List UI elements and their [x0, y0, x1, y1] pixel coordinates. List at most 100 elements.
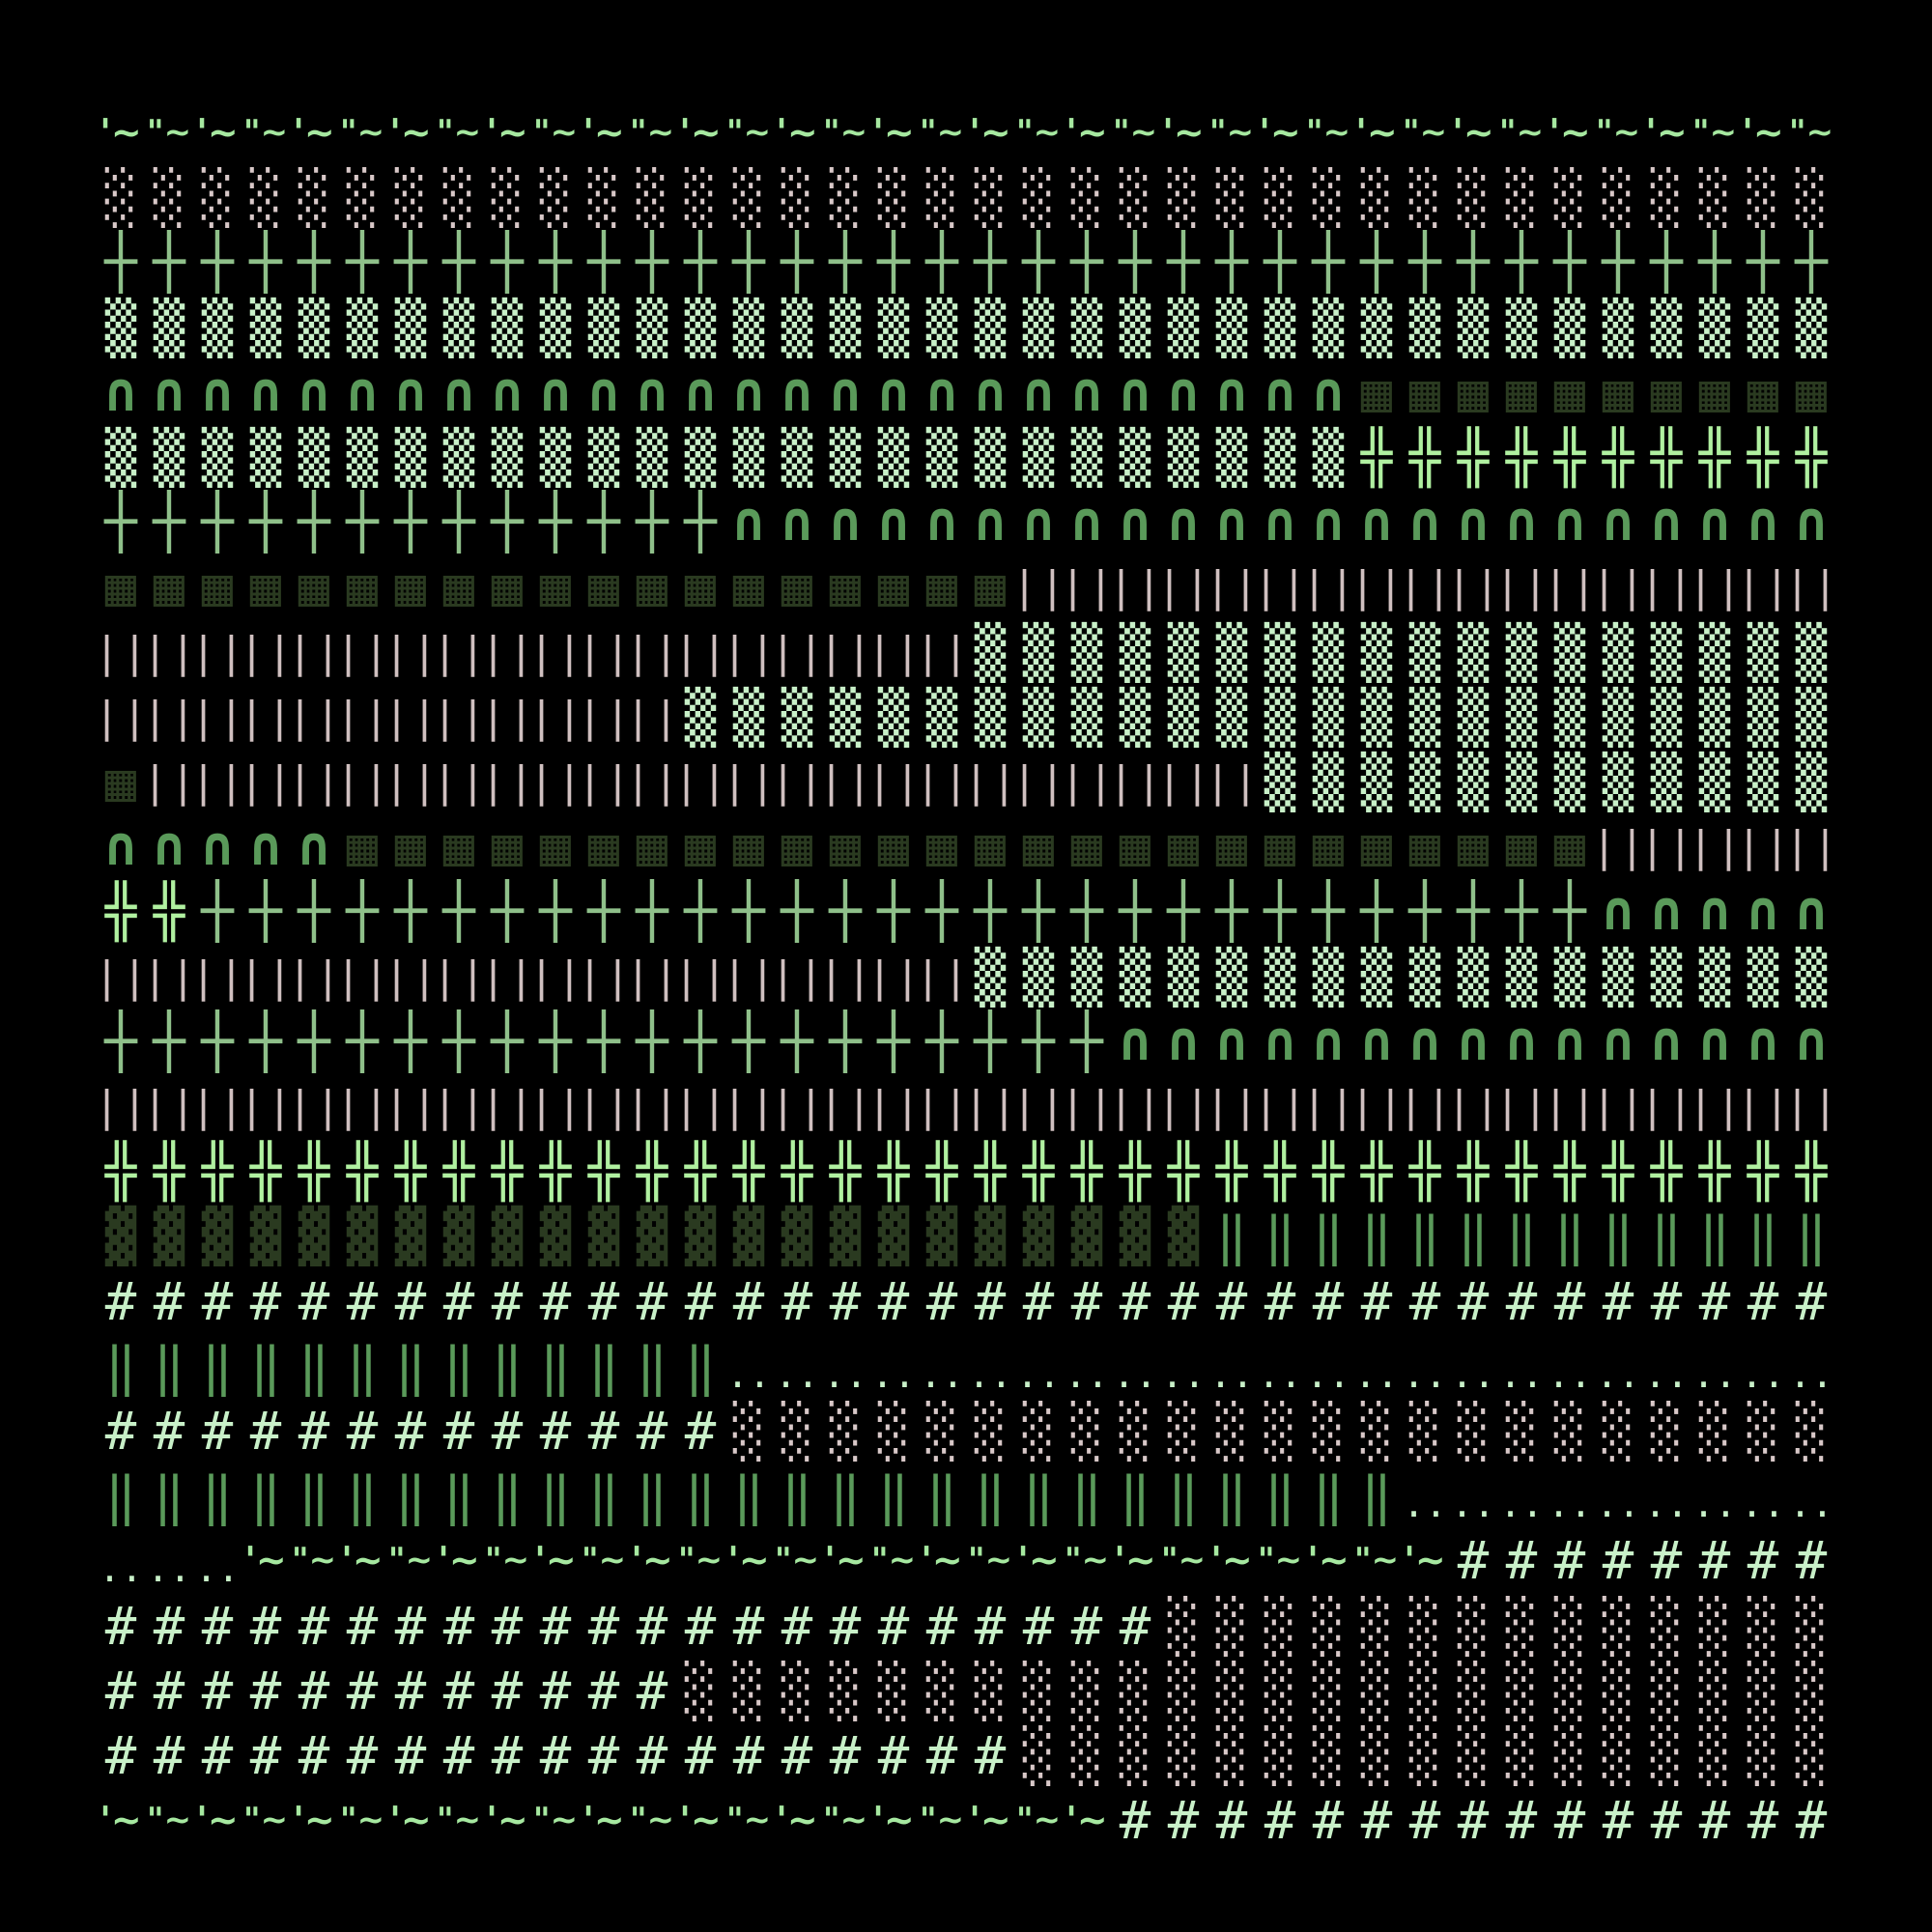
arch-glyph: ∩: [153, 815, 185, 879]
dots-glyph: ..: [823, 1352, 867, 1396]
dotted-cross-glyph: ┼: [394, 1009, 427, 1073]
bars-glyph: | |: [1210, 757, 1253, 807]
light-shade-glyph: ░: [1408, 1660, 1441, 1721]
quote-tilde-glyph: "~: [146, 113, 192, 152]
arch-glyph: ∩: [1602, 491, 1634, 554]
light-shade-glyph: ░: [1650, 1725, 1683, 1786]
glyph-row: ╬ ╬ ╬ ╬ ╬ ╬ ╬ ╬ ╬ ╬ ╬ ╬ ╬ ╬ ╬ ╬ ╬ ╬ ╬ ╬ ╬ ╬ ╬ ╬ ╬ ╬ ╬ ╬ ╬ ╬ ╬ ╬ ╬ ╬ ╬ ╬: [97, 1139, 1835, 1204]
bars-glyph: | |: [148, 952, 190, 1002]
medium-shade-glyph: ▒: [1070, 946, 1103, 1008]
medium-shade-glyph: ▒: [1360, 297, 1393, 358]
dots-glyph: ..: [1065, 1352, 1109, 1396]
light-shade-glyph: ░: [442, 167, 475, 229]
double-bar-glyph: ‖: [153, 1335, 185, 1397]
dotted-cross-glyph: ┼: [1698, 231, 1731, 295]
bars-glyph: | |: [244, 1082, 287, 1131]
dotted-cross-glyph: ┼: [1022, 880, 1055, 944]
medium-shade-glyph: ▒: [1215, 297, 1248, 358]
hash-glyph: #: [346, 1595, 379, 1657]
quote-tilde-glyph: '~: [534, 1539, 577, 1582]
bars-glyph: | |: [824, 952, 867, 1002]
double-bar-glyph: ‖: [1264, 1206, 1296, 1267]
bars-glyph: | |: [1645, 1082, 1688, 1131]
arch-glyph: ∩: [201, 360, 234, 424]
bars-glyph: | |: [148, 757, 190, 807]
glyph-row: | | | | | | | | | | | | | | | | | | | | | | | | | | |…: [97, 620, 1835, 685]
light-shade-glyph: ░: [684, 1660, 717, 1721]
dotted-cross-glyph: ┼: [298, 1009, 330, 1073]
quote-tilde-glyph: '~: [389, 1799, 432, 1839]
light-shade-glyph: ░: [1747, 1725, 1779, 1786]
medium-shade-glyph: ▒: [1215, 621, 1248, 683]
quote-tilde-glyph: "~: [1015, 113, 1062, 152]
dotted-cross-glyph: ┼: [491, 1009, 524, 1073]
quote-tilde-glyph: '~: [969, 111, 1011, 154]
hash-glyph: #: [781, 1725, 813, 1786]
double-cross-glyph: ╬: [1747, 1141, 1779, 1203]
bars-glyph: | |: [921, 952, 963, 1002]
medium-shade-glyph: ▒: [346, 297, 379, 358]
hash-glyph: #: [249, 1660, 282, 1721]
light-shade-glyph: ░: [153, 167, 185, 229]
medium-shade-glyph: ▒: [1264, 297, 1296, 358]
glyph-row: ╬ ╬ ┼ ┼ ┼ ┼ ┼ ┼ ┼ ┼ ┼ ┼ ┼ ┼ ┼ ┼ ┼ ┼ ┼ ┼ ┼ ┼ ┼ ┼ ┼ ┼ ┼ ┼ ┼ ┼ ┼ ∩ ∩ ∩ ∩ ∩: [97, 879, 1835, 944]
light-shade-glyph: ░: [1360, 1660, 1393, 1721]
double-bar-glyph: ‖: [732, 1465, 765, 1527]
bars-glyph: | |: [486, 1082, 528, 1131]
double-bar-glyph: ‖: [539, 1335, 572, 1397]
bars-glyph: | |: [293, 692, 335, 742]
bars-glyph: | |: [148, 1082, 190, 1131]
hash-glyph: #: [1602, 1270, 1634, 1332]
hash-glyph: #: [201, 1595, 234, 1657]
light-shade-glyph: ░: [732, 1401, 765, 1462]
glyph-row: # # # # # # # # # # # # # ░ ░ ░ ░ ░ ░ ░ ░ ░ ░ ░ ░ ░ ░ ░ ░ ░ ░ ░ ░ ░ ░ ░: [97, 1399, 1835, 1463]
bars-glyph: | |: [631, 627, 673, 677]
dotted-cross-glyph: ┼: [539, 1009, 572, 1073]
double-cross-glyph: ╬: [1795, 427, 1828, 488]
medium-shade-glyph: ▒: [1457, 621, 1490, 683]
dots-glyph: ..: [726, 1352, 771, 1396]
dotted-cross-glyph: ┼: [153, 231, 185, 295]
light-shade-glyph: ░: [1457, 167, 1490, 229]
light-shade-glyph: ░: [201, 167, 234, 229]
bars-glyph: | |: [389, 627, 432, 677]
quote-tilde-glyph: "~: [1498, 113, 1545, 152]
hash-glyph: #: [394, 1660, 427, 1721]
bars-glyph: | |: [438, 1082, 480, 1131]
double-bar-glyph: ‖: [1167, 1465, 1200, 1527]
light-shade-glyph: ░: [974, 167, 1007, 229]
light-shade-glyph: ░: [1698, 1725, 1731, 1786]
hash-glyph: #: [201, 1660, 234, 1721]
dotted-cross-glyph: ┼: [1457, 231, 1490, 295]
double-bar-glyph: ‖: [1264, 1465, 1296, 1527]
arch-glyph: ∩: [1505, 1009, 1538, 1073]
quote-tilde-glyph: "~: [629, 1801, 675, 1839]
bars-glyph: | |: [293, 1082, 335, 1131]
double-cross-glyph: ╬: [1119, 1141, 1151, 1203]
dotted-cross-glyph: ┼: [298, 231, 330, 295]
hash-glyph: #: [394, 1725, 427, 1786]
dark-shade-glyph: ▓: [781, 1206, 813, 1267]
hash-glyph: #: [1215, 1790, 1248, 1839]
hash-glyph: #: [491, 1725, 524, 1786]
double-bar-glyph: ‖: [1698, 1206, 1731, 1267]
hash-glyph: #: [974, 1595, 1007, 1657]
dots-glyph: ..: [968, 1352, 1012, 1396]
double-bar-glyph: ‖: [1022, 1465, 1055, 1527]
bars-glyph: | |: [486, 692, 528, 742]
quote-tilde-glyph: "~: [436, 113, 482, 152]
light-shade-glyph: ░: [829, 1401, 862, 1462]
arch-glyph: ∩: [829, 360, 862, 424]
arch-glyph: ∩: [1698, 880, 1731, 944]
arch-glyph: ∩: [1167, 491, 1200, 554]
dotted-cross-glyph: ┼: [442, 1009, 475, 1073]
grid-box-glyph: ▦: [1167, 816, 1200, 878]
dotted-cross-glyph: ┼: [249, 491, 282, 554]
light-shade-glyph: ░: [1264, 167, 1296, 229]
bars-glyph: | |: [1452, 1082, 1494, 1131]
double-cross-glyph: ╬: [1264, 1141, 1296, 1203]
double-cross-glyph: ╬: [1602, 427, 1634, 488]
arch-glyph: ∩: [1022, 491, 1055, 554]
bars-glyph: | |: [1548, 1082, 1591, 1131]
bars-glyph: | |: [1790, 822, 1833, 872]
